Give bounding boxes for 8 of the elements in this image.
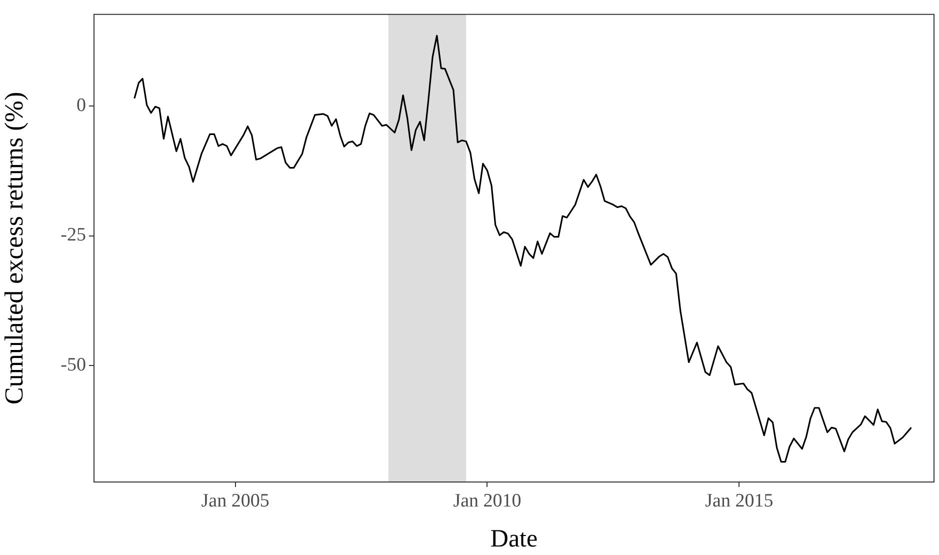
x-tick-label: Jan 2005 — [201, 490, 270, 512]
x-axis-title: Date — [490, 526, 538, 553]
y-tick-label: -25 — [60, 224, 86, 246]
x-tick-label: Jan 2015 — [705, 490, 774, 512]
x-tick-label: Jan 2010 — [453, 490, 522, 512]
y-tick-label: 0 — [76, 95, 86, 116]
y-axis-title: Cumulated excess returns (%) — [0, 92, 28, 405]
y-tick-label: -50 — [60, 354, 86, 376]
